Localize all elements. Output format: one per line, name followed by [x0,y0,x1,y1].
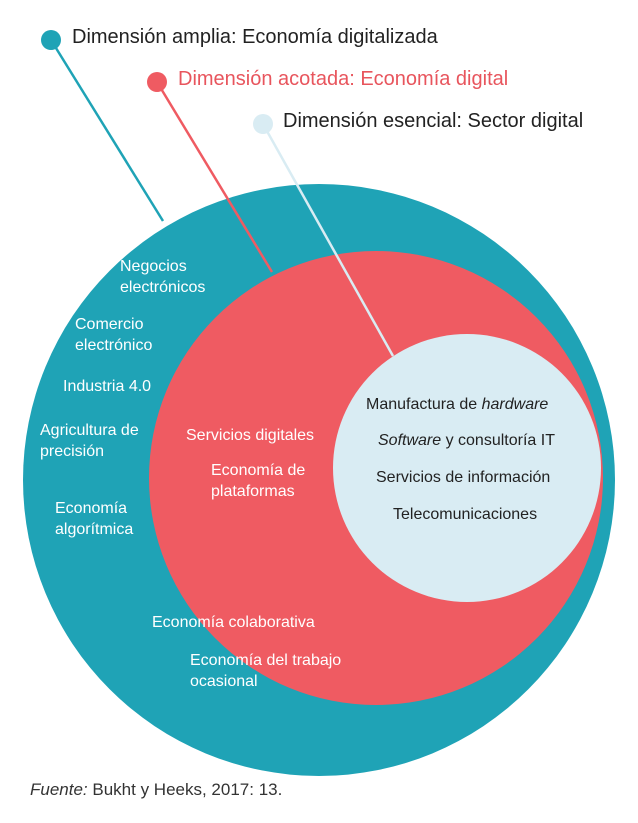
legend-label-core: Dimensión esencial: Sector digital [283,110,584,132]
legend-label-narrow: Dimensión acotada: Economía digital [178,68,509,90]
legend-dot-core [253,114,273,134]
legend: Dimensión amplia: Economía digitalizada … [0,0,638,140]
item-software-term: Software [378,432,442,449]
inner-circle-core [333,334,601,602]
leader-line-core [261,123,395,357]
item-manufactura-hardware: Manufactura de hardware [366,396,548,414]
item-telecomunicaciones: Telecomunicaciones [393,506,538,523]
item-manufactura-text: Manufactura de [366,396,482,413]
item-economia-trabajo-ocasional: Economía del trabajo ocasional [190,652,342,690]
source-note: Fuente: Bukht y Heeks, 2017: 13. [30,780,282,800]
item-consultoria-text: y consultoría IT [441,432,555,449]
leader-line-narrow [155,81,274,273]
legend-label-broad: Dimensión amplia: Economía digitalizada [72,26,438,48]
item-economia-algoritmica: Economía algorítmica [55,500,134,538]
item-negocios-electronicos: Negocios electrónicos [120,258,206,296]
source-label: Fuente: [30,780,88,799]
item-economia-colaborativa: Economía colaborativa [152,614,315,631]
item-hardware-term: hardware [481,396,549,413]
legend-dot-narrow [147,72,167,92]
item-software-consultoria: Software y consultoría IT [378,432,555,450]
item-agricultura-precision: Agricultura de precisión [40,422,139,460]
source-text: Bukht y Heeks, 2017: 13. [87,780,283,799]
leader-line-broad [49,39,165,222]
item-servicios-digitales: Servicios digitales [186,427,315,444]
item-economia-plataformas: Economía de plataformas [211,462,306,500]
item-industria-4: Industria 4.0 [63,378,152,395]
legend-dot-broad [41,30,61,50]
item-servicios-informacion: Servicios de información [376,469,551,486]
item-comercio-electronico: Comercio electrónico [75,316,153,354]
